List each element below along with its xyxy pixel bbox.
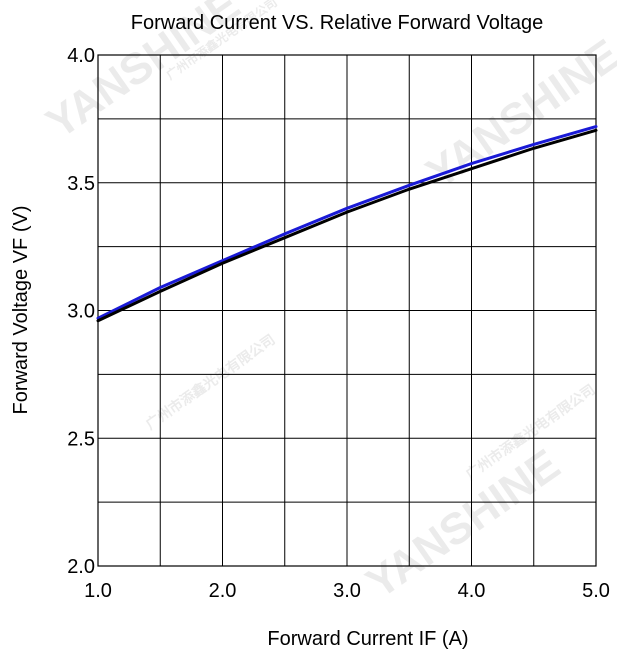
- x-tick-label: 1.0: [84, 580, 112, 602]
- y-axis-title: Forward Voltage VF (V): [10, 206, 32, 415]
- x-tick-labels: 1.0 2.0 3.0 4.0 5.0: [84, 580, 610, 602]
- chart-title: Forward Current VS. Relative Forward Vol…: [131, 12, 543, 34]
- series-line-1: [96, 125, 598, 320]
- y-tick-labels: 2.0 2.5 3.0 3.5 4.0: [67, 45, 95, 578]
- y-tick-label: 2.0: [67, 556, 95, 578]
- x-tick-label: 2.0: [209, 580, 237, 602]
- y-tick-label: 2.5: [67, 428, 95, 450]
- x-axis-title: Forward Current IF (A): [267, 628, 468, 650]
- x-tick-label: 3.0: [333, 580, 361, 602]
- y-tick-label: 3.0: [67, 301, 95, 323]
- x-tick-label: 5.0: [582, 580, 610, 602]
- series-line-2: [96, 128, 598, 323]
- plot-area-frame: [97, 54, 597, 567]
- series-layer: [96, 125, 598, 323]
- y-tick-label: 3.5: [67, 173, 95, 195]
- watermark-text: 广州市添鑫光电有限公司: [143, 331, 278, 432]
- y-tick-label: 4.0: [67, 45, 95, 67]
- x-tick-label: 4.0: [458, 580, 486, 602]
